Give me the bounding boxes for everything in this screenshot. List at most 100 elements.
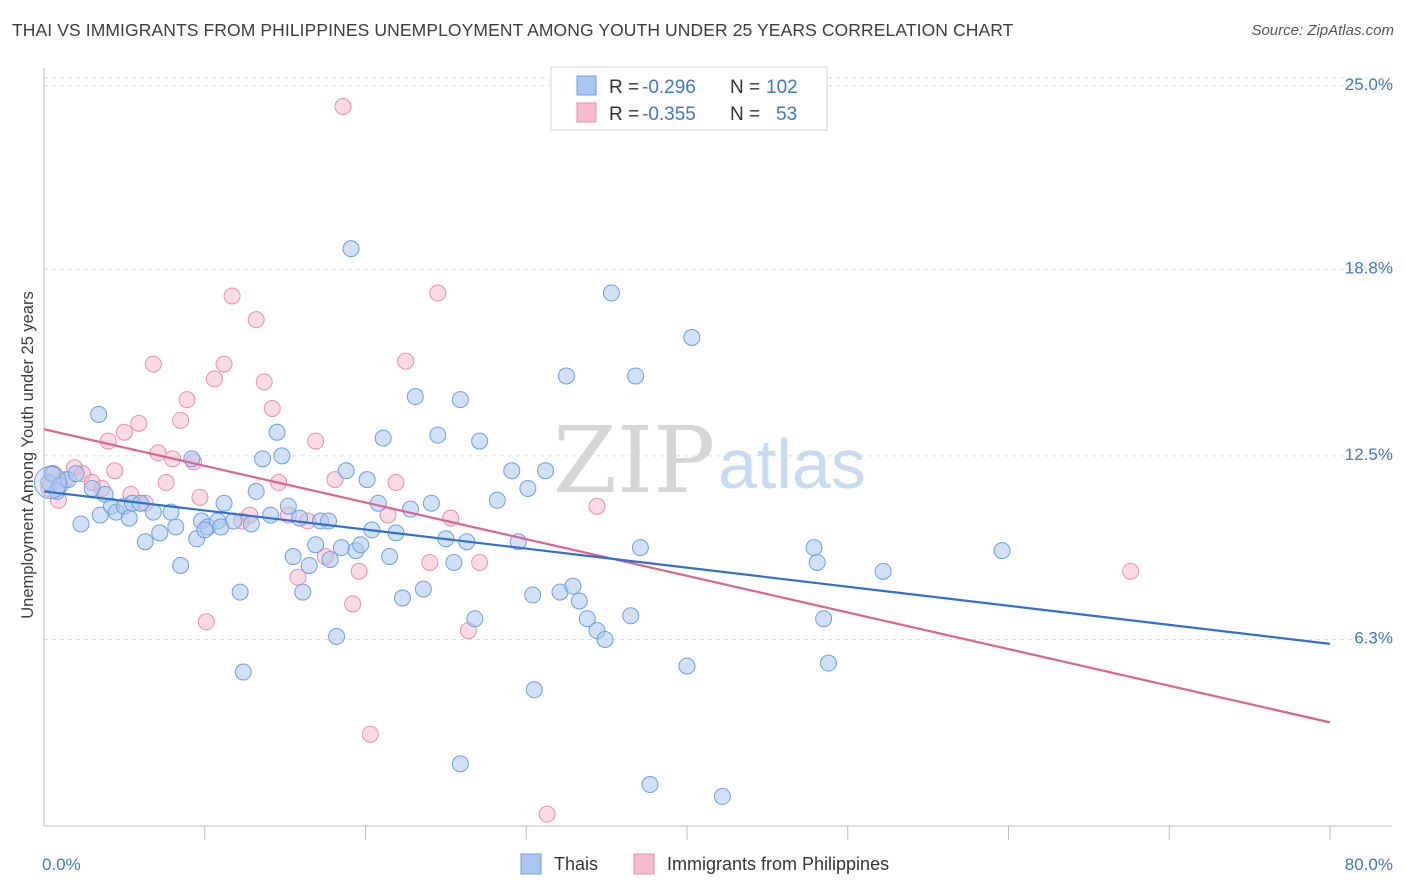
thais-point-97 [874, 562, 892, 580]
thais-point-99 [451, 755, 469, 773]
legend-r-value-philippines: -0.355 [642, 104, 696, 125]
y-tick-label-1: 12.5% [1345, 445, 1393, 464]
thais-point-86 [622, 607, 640, 625]
x-tick-labels: 0.0% 80.0% [42, 855, 1393, 874]
thais-point-5 [67, 465, 85, 483]
philippines-point-37 [326, 471, 344, 489]
thais-point-46 [321, 551, 339, 569]
thais-point-98 [993, 542, 1011, 560]
thais-point-61 [406, 388, 424, 406]
thais-point-85 [602, 284, 620, 302]
philippines-point-10 [115, 423, 133, 441]
philippines-point-44 [397, 352, 415, 370]
y-tick-label-3: 25.0% [1345, 75, 1393, 94]
thais-point-57 [381, 548, 399, 566]
philippines-point-51 [588, 497, 606, 515]
y-axis-label: Unemployment Among Youth under 25 years [19, 291, 37, 618]
series-thais-points [33, 240, 1011, 805]
thais-point-37 [268, 423, 286, 441]
legend-top: R = -0.296 N = 102 R = -0.355 N = 53 [550, 66, 828, 131]
philippines-point-21 [191, 488, 209, 506]
thais-point-66 [445, 553, 463, 571]
thais-point-38 [273, 447, 291, 465]
philippines-point-9 [106, 462, 124, 480]
thais-point-69 [466, 610, 484, 628]
philippines-point-46 [429, 284, 447, 302]
philippines-point-24 [215, 355, 233, 373]
thais-point-71 [488, 491, 506, 509]
thais-point-19 [151, 524, 169, 542]
thais-point-88 [631, 539, 649, 557]
philippines-point-28 [247, 311, 265, 329]
trend-line-philippines [43, 428, 1331, 724]
thais-point-35 [254, 450, 272, 468]
philippines-point-50 [538, 805, 556, 823]
thais-point-14 [120, 509, 138, 527]
thais-point-50 [342, 240, 360, 258]
philippines-point-22 [197, 613, 215, 631]
thais-point-cluster [33, 466, 67, 500]
thais-point-44 [307, 536, 325, 554]
thais-point-82 [578, 610, 596, 628]
x-tick-label-1: 80.0% [1345, 855, 1393, 874]
philippines-point-29 [255, 373, 273, 391]
thais-point-67 [451, 391, 469, 409]
legend-swatch-philippines [576, 102, 597, 123]
thais-point-94 [808, 553, 826, 571]
source-label: Source: ZipAtlas.com [1251, 22, 1394, 39]
philippines-point-16 [157, 474, 175, 492]
thais-point-33 [242, 515, 260, 533]
thais-point-34 [247, 482, 265, 500]
thais-point-52 [352, 536, 370, 554]
philippines-point-8 [99, 432, 117, 450]
bottom-legend-label-philippines: Immigrants from Philippines [667, 854, 889, 874]
philippines-point-14 [144, 355, 162, 373]
philippines-point-12 [130, 414, 148, 432]
philippines-point-39 [344, 595, 362, 613]
watermark-zip: ZIP [553, 407, 715, 514]
thais-point-64 [429, 426, 447, 444]
thais-point-47 [328, 628, 346, 645]
trend-lines [43, 428, 1331, 724]
bottom-legend-label-thais: Thais [554, 854, 598, 874]
legend-r-value-thais: -0.296 [642, 77, 696, 98]
philippines-point-43 [387, 474, 405, 492]
thais-point-93 [805, 539, 823, 557]
y-tick-label-2: 18.8% [1345, 258, 1393, 277]
philippines-point-52 [1122, 562, 1140, 580]
legend-box [550, 66, 828, 131]
thais-point-90 [678, 657, 696, 675]
thais-point-92 [713, 787, 731, 805]
thais-point-101 [196, 521, 214, 539]
philippines-point-18 [172, 411, 190, 429]
thais-point-36 [262, 506, 280, 524]
thais-point-79 [557, 367, 575, 385]
legend-bottom: Thais Immigrants from Philippines [520, 853, 889, 875]
y-tick-label-0: 6.3% [1354, 628, 1393, 647]
philippines-point-38 [334, 97, 352, 115]
chart-title: THAI VS IMMIGRANTS FROM PHILIPPINES UNEM… [12, 20, 1014, 40]
thais-point-77 [537, 462, 555, 480]
thais-point-9 [91, 506, 109, 524]
thais-point-39 [279, 497, 297, 515]
thais-point-95 [815, 610, 833, 628]
thais-point-63 [422, 494, 440, 512]
watermark-atlas: atlas [718, 425, 866, 503]
thais-point-22 [172, 556, 190, 574]
thais-point-89 [641, 776, 659, 794]
philippines-point-23 [205, 370, 223, 388]
philippines-point-19 [178, 391, 196, 409]
legend-swatch-thais [576, 75, 597, 96]
thais-point-84 [596, 630, 614, 648]
thais-point-87 [627, 367, 645, 385]
philippines-point-30 [263, 400, 281, 418]
thais-point-56 [374, 429, 392, 447]
thais-point-80 [564, 577, 582, 595]
thais-point-72 [503, 462, 521, 480]
thais-point-17 [136, 533, 154, 551]
legend-r-label-thais: R = [609, 77, 639, 98]
thais-point-49 [337, 462, 355, 480]
thais-point-29 [215, 494, 233, 512]
y-tick-labels: 6.3% 12.5% 18.8% 25.0% [1345, 75, 1393, 648]
